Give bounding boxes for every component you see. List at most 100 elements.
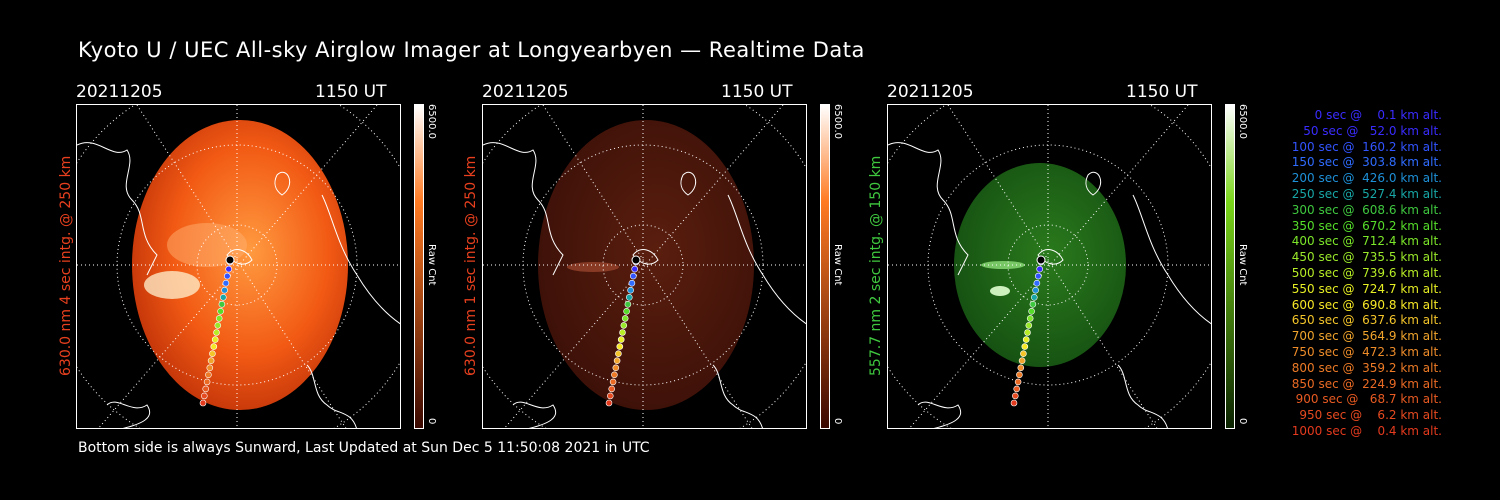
legend-item: 0 sec @ 0.1 km alt. — [1303, 108, 1442, 122]
track-point — [1017, 364, 1025, 372]
track-point — [613, 357, 621, 364]
panel-1-colorbar — [414, 104, 424, 429]
legend-item: 550 sec @ 724.7 km alt. — [1287, 281, 1442, 296]
legend-item: 450 sec @ 735.5 km alt. — [1287, 250, 1442, 265]
track-point — [202, 385, 209, 393]
panel-1-cbar-unit: Raw Cnt — [426, 244, 437, 286]
track-point — [630, 272, 637, 280]
legend-item: 150 sec @ 303.8 km alt. — [1287, 155, 1442, 170]
track-point — [1014, 378, 1022, 386]
track-point — [1022, 336, 1030, 343]
legend-item: 50 sec @ 52.0 km alt. — [1295, 123, 1442, 138]
track-point — [1031, 294, 1038, 301]
track-point — [1018, 357, 1026, 364]
track-point — [213, 329, 220, 336]
coastlines — [483, 142, 806, 428]
track-point — [624, 301, 632, 308]
airglow-image — [132, 120, 348, 410]
panel-1-image — [76, 104, 401, 429]
track-point — [225, 265, 232, 273]
track-point — [1032, 286, 1039, 294]
track-point — [222, 279, 230, 287]
track-point — [1028, 308, 1035, 315]
legend-item: 650 sec @ 637.6 km alt. — [1287, 313, 1442, 328]
legend-item: 500 sec @ 739.6 km alt. — [1287, 265, 1442, 280]
panel-3-cbar-max: 6500.0 — [1237, 104, 1248, 139]
legend-item: 950 sec @ 6.2 km alt. — [1295, 408, 1442, 423]
track-point — [631, 265, 638, 273]
station-marker — [1036, 255, 1046, 265]
track-point — [206, 364, 214, 372]
track-point — [209, 350, 216, 357]
legend-item: 100 sec @ 160.2 km alt. — [1287, 139, 1442, 154]
track-point — [205, 371, 212, 379]
track-point — [605, 399, 613, 407]
track-point — [1026, 315, 1034, 322]
panel-2-cbar-max: 6500.0 — [832, 104, 843, 139]
panel-3-time: 1150 UT — [1126, 82, 1198, 102]
footer-note: Bottom side is always Sunward, Last Upda… — [78, 440, 650, 456]
aurora-patch — [567, 262, 619, 272]
panel-2-cbar-min: 0 — [832, 418, 843, 425]
legend-item: 400 sec @ 712.4 km alt. — [1287, 234, 1442, 249]
track-point — [1013, 385, 1020, 393]
track-point — [1016, 371, 1023, 379]
panel-1-date: 20211205 — [76, 82, 163, 102]
track-point — [623, 308, 630, 315]
track-point — [1021, 343, 1029, 350]
track-point — [616, 343, 624, 350]
panel-2-cbar-unit: Raw Cnt — [832, 244, 843, 286]
track-point — [217, 308, 224, 315]
legend-item: 800 sec @ 359.2 km alt. — [1287, 360, 1442, 375]
track-point — [627, 286, 634, 294]
aurora-patch — [990, 286, 1010, 296]
time-altitude-legend: 0 sec @ 0.1 km alt. 50 sec @ 52.0 km alt… — [1262, 108, 1442, 440]
track-point — [201, 392, 208, 400]
track-point — [218, 301, 226, 308]
coastlines — [888, 142, 1211, 428]
track-point — [628, 279, 636, 287]
panel-2-colorbar — [820, 104, 830, 429]
legend-item: 300 sec @ 608.6 km alt. — [1287, 202, 1442, 217]
track-point — [615, 350, 622, 357]
track-point — [617, 336, 625, 343]
panel-1-cbar-max: 6500.0 — [426, 104, 437, 139]
track-point — [608, 385, 615, 393]
track-point — [620, 322, 628, 329]
track-point — [199, 399, 207, 407]
legend-item: 350 sec @ 670.2 km alt. — [1287, 218, 1442, 233]
track-point — [619, 329, 626, 336]
panel-3-ylabel: 557.7 nm 2 sec intg. @ 150 km — [868, 155, 884, 376]
panel-2-date: 20211205 — [482, 82, 569, 102]
coastlines — [77, 142, 400, 428]
panel-3-cbar-min: 0 — [1237, 418, 1248, 425]
panel-3-cbar-unit: Raw Cnt — [1237, 244, 1248, 286]
grid-lines — [77, 105, 400, 428]
track-point — [1020, 350, 1027, 357]
grid-lines — [888, 105, 1211, 428]
aurora-patch — [981, 261, 1025, 269]
track-point — [215, 315, 223, 322]
panel-3-date: 20211205 — [887, 82, 974, 102]
panel-1-time: 1150 UT — [315, 82, 387, 102]
aurora-patch — [167, 223, 247, 267]
track-point — [1010, 399, 1018, 407]
track-point — [626, 294, 633, 301]
track-point — [207, 357, 215, 364]
track-point — [1029, 301, 1037, 308]
panel-1-cbar-min: 0 — [426, 418, 437, 425]
panel-3-image — [887, 104, 1212, 429]
track-point — [203, 378, 211, 386]
track-point — [1024, 329, 1031, 336]
track-point — [210, 343, 218, 350]
track-point — [621, 315, 629, 322]
station-marker — [225, 255, 235, 265]
legend-item: 850 sec @ 224.9 km alt. — [1287, 376, 1442, 391]
track-point — [1036, 265, 1043, 273]
track-point — [612, 364, 620, 372]
panel-2-ylabel: 630.0 nm 1 sec intg. @ 250 km — [463, 155, 479, 376]
track-point — [1012, 392, 1019, 400]
track-point — [609, 378, 617, 386]
station-marker — [631, 255, 641, 265]
track-point — [1025, 322, 1033, 329]
